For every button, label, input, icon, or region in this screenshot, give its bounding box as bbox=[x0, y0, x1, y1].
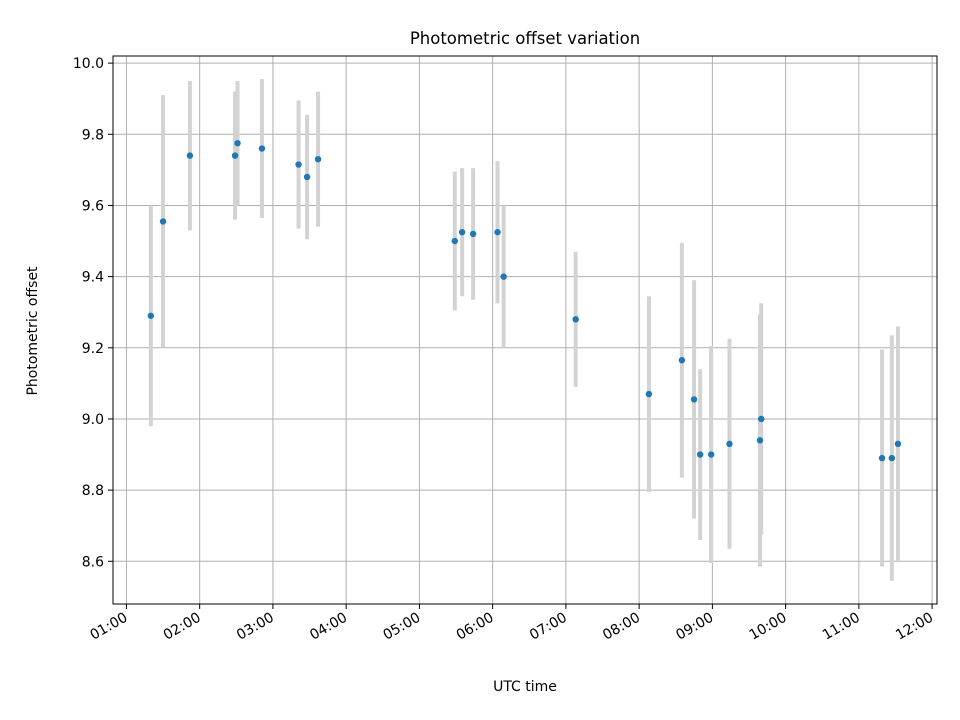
data-point bbox=[186, 152, 194, 159]
data-point bbox=[494, 228, 501, 236]
data-point bbox=[147, 312, 155, 319]
data-point bbox=[690, 396, 698, 403]
data-point bbox=[707, 451, 715, 458]
y-tick-label: 8.6 bbox=[82, 554, 104, 570]
data-point bbox=[726, 440, 733, 448]
y-tick-label: 9.4 bbox=[82, 270, 104, 286]
data-point bbox=[458, 228, 466, 236]
y-tick-label: 9.6 bbox=[82, 198, 104, 214]
data-point bbox=[500, 273, 507, 280]
x-axis-label: UTC time bbox=[493, 679, 557, 695]
data-point bbox=[295, 161, 302, 168]
data-point bbox=[234, 139, 241, 147]
data-point bbox=[678, 357, 686, 364]
y-tick-label: 9.0 bbox=[82, 412, 104, 428]
data-point bbox=[314, 155, 322, 163]
axes-frame bbox=[112, 55, 938, 605]
y-axis-label: Photometric offset bbox=[25, 266, 41, 396]
data-point bbox=[572, 316, 579, 323]
data-point bbox=[469, 230, 477, 238]
y-tick-label: 10.0 bbox=[73, 56, 104, 72]
data-points bbox=[147, 139, 902, 462]
data-point bbox=[303, 173, 311, 181]
chart-title: Photometric offset variation bbox=[410, 29, 640, 48]
y-tick-label: 8.8 bbox=[82, 483, 104, 499]
data-point bbox=[756, 437, 764, 444]
grid bbox=[113, 56, 937, 604]
data-point bbox=[696, 451, 704, 458]
data-point bbox=[878, 454, 886, 462]
data-point bbox=[258, 145, 266, 152]
y-tick-label: 9.8 bbox=[82, 127, 104, 143]
data-point bbox=[159, 218, 167, 225]
data-point bbox=[758, 415, 765, 423]
data-point bbox=[451, 237, 459, 245]
data-point bbox=[645, 390, 653, 398]
y-tick-label: 9.2 bbox=[82, 341, 104, 357]
data-point bbox=[888, 454, 896, 462]
data-point bbox=[231, 152, 239, 159]
data-point bbox=[894, 440, 902, 448]
